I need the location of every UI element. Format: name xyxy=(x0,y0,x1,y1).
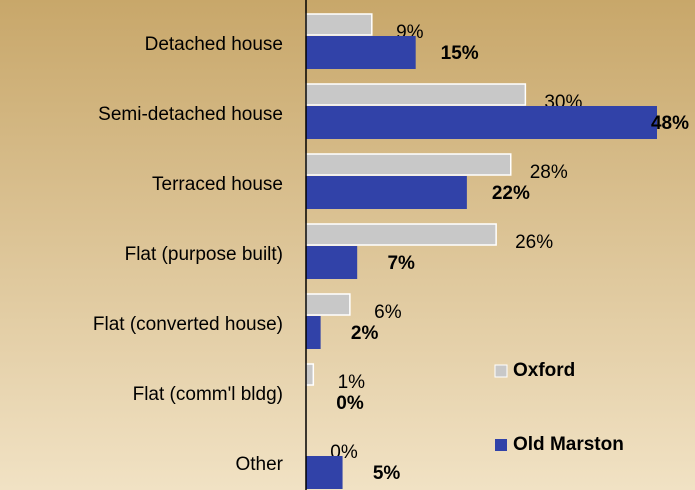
value-label: 2% xyxy=(351,323,379,344)
value-label: 48% xyxy=(651,113,689,134)
category-label: Detached house xyxy=(145,34,283,55)
legend-label: Old Marston xyxy=(513,434,624,455)
bar xyxy=(305,293,351,316)
bar xyxy=(306,456,343,489)
legend-swatch xyxy=(495,439,507,451)
bar xyxy=(306,106,657,139)
bar xyxy=(306,246,358,279)
bar xyxy=(305,363,315,386)
value-label: 0% xyxy=(336,393,364,414)
bar xyxy=(305,83,527,106)
value-label: 7% xyxy=(387,253,415,274)
value-label: 6% xyxy=(374,302,402,323)
bar xyxy=(305,223,497,246)
category-label: Flat (purpose built) xyxy=(125,244,283,265)
value-label: 1% xyxy=(338,372,366,393)
bar xyxy=(305,13,373,36)
legend-label: Oxford xyxy=(513,360,575,381)
value-label: 15% xyxy=(441,43,479,64)
legend-swatch xyxy=(494,364,508,378)
value-label: 28% xyxy=(530,162,568,183)
category-label: Terraced house xyxy=(152,174,283,195)
bar xyxy=(305,153,512,176)
category-label: Flat (converted house) xyxy=(93,314,283,335)
category-label: Other xyxy=(235,454,283,475)
value-label: 22% xyxy=(492,183,530,204)
value-label: 26% xyxy=(515,232,553,253)
category-label: Flat (comm'l bldg) xyxy=(133,384,283,405)
bar xyxy=(306,176,467,209)
bar xyxy=(306,36,416,69)
bar xyxy=(306,316,321,349)
value-label: 5% xyxy=(373,463,401,484)
category-label: Semi-detached house xyxy=(98,104,283,125)
